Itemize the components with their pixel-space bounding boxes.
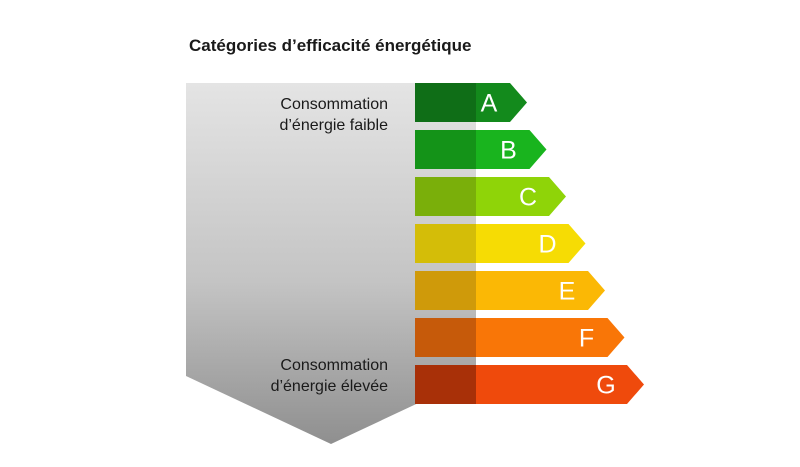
energy-class-letter-d: D (538, 231, 556, 259)
energy-class-bar-overlap-c (415, 177, 476, 216)
low-consumption-label: Consommation d’énergie faible (279, 94, 388, 136)
energy-class-bar-overlap-e (415, 271, 476, 310)
high-consumption-label-line2: d’énergie élevée (270, 378, 388, 395)
energy-class-letter-e: E (559, 278, 576, 306)
energy-class-bar-overlap-f (415, 318, 476, 357)
energy-class-bar-overlap-a (415, 83, 476, 122)
diagram-title: Catégories d’efficacité énergétique (189, 36, 472, 55)
energy-class-bar-overlap-b (415, 130, 476, 169)
energy-class-letter-c: C (519, 184, 537, 212)
high-consumption-label-line1: Consommation (280, 357, 388, 374)
low-consumption-label-line1: Consommation (280, 96, 388, 113)
high-consumption-label: Consommation d’énergie élevée (271, 355, 388, 397)
energy-class-letter-f: F (579, 325, 594, 353)
downward-arrow-background (186, 83, 476, 444)
energy-class-letter-a: A (481, 90, 498, 118)
energy-class-letter-b: B (500, 137, 517, 165)
energy-class-letter-g: G (596, 372, 615, 400)
energy-class-bar-overlap-g (415, 365, 476, 404)
low-consumption-label-line2: d’énergie faible (279, 117, 388, 134)
energy-class-bar-overlap-d (415, 224, 476, 263)
